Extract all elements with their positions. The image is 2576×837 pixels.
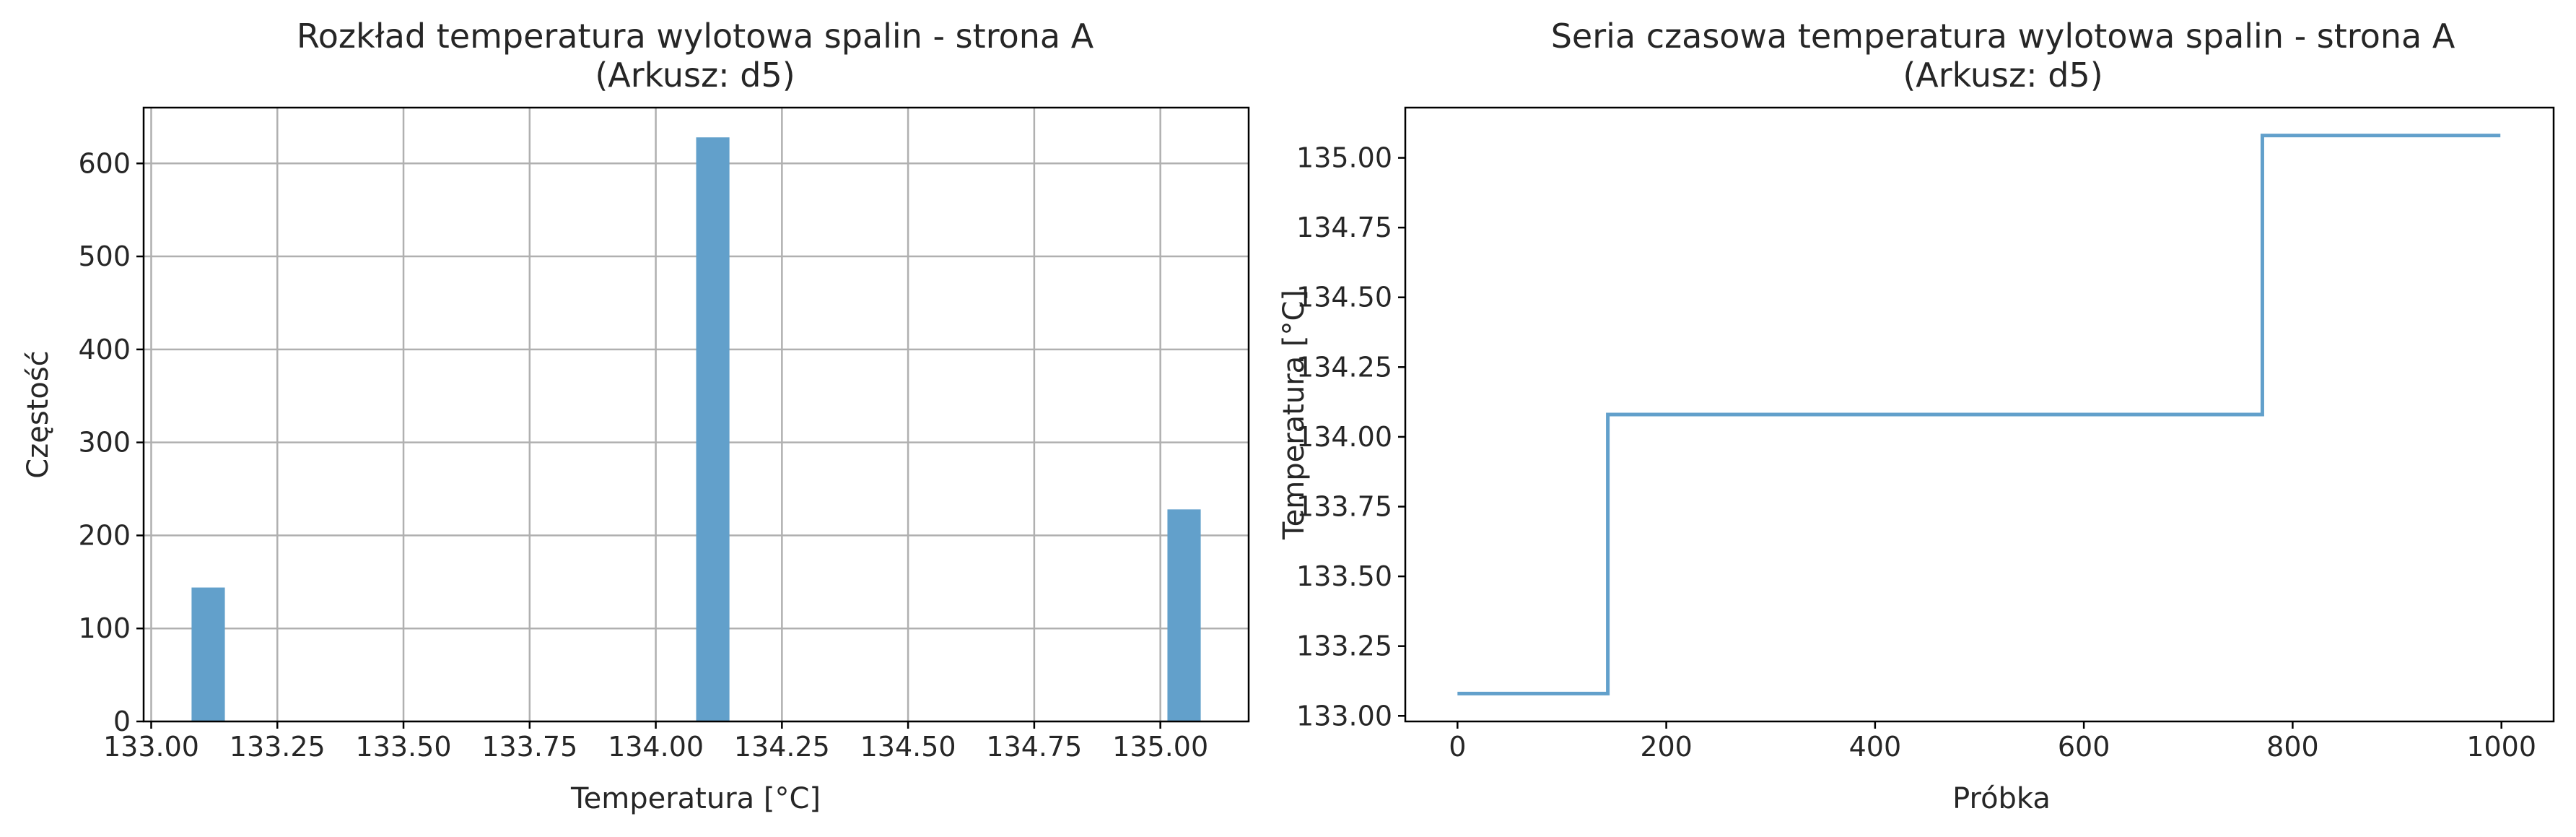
y-tick-label: 500: [78, 240, 131, 272]
timeseries-x-ticks: 0 200 400 600 800 1000: [1449, 721, 2536, 763]
x-tick-label: 1000: [2466, 731, 2536, 763]
x-tick-label: 133.25: [230, 731, 326, 763]
timeseries-title-line2: (Arkusz: d5): [1903, 56, 2103, 95]
y-tick-label: 134.50: [1296, 282, 1392, 313]
histogram-plot-frame: [142, 106, 1250, 723]
y-tick-label: 133.75: [1296, 491, 1392, 523]
y-tick-label: 133.50: [1296, 560, 1392, 592]
x-tick-label: 133.00: [103, 731, 199, 763]
x-tick-label: 134.25: [734, 731, 830, 763]
timeseries-title-line1: Seria czasowa temperatura wylotowa spali…: [1551, 17, 2455, 56]
histogram-y-axis-label: Częstość: [22, 350, 55, 478]
x-tick-label: 133.50: [356, 731, 452, 763]
x-tick-label: 133.75: [481, 731, 577, 763]
y-tick-label: 133.00: [1296, 700, 1392, 732]
y-tick-label: 134.00: [1296, 421, 1392, 453]
histogram-x-axis-label: Temperatura [°C]: [570, 782, 821, 815]
histogram-y-ticks: 0 100 200 300 400 500 600: [78, 147, 144, 737]
histogram-x-ticks: 133.00 133.25 133.50 133.75 134.00 134.25 134.…: [103, 721, 1208, 763]
histogram-bar: [696, 137, 730, 721]
x-tick-label: 200: [1640, 731, 1693, 763]
y-tick-label: 134.75: [1296, 212, 1392, 243]
x-tick-label: 400: [1849, 731, 1902, 763]
timeseries-y-axis-label: Temperatura [°C]: [1278, 290, 1311, 540]
y-tick-label: 100: [78, 612, 131, 644]
x-tick-label: 0: [1449, 731, 1466, 763]
histogram-title-line1: Rozkład temperatura wylotowa spalin - st…: [297, 17, 1094, 56]
x-tick-label: 600: [2058, 731, 2110, 763]
y-tick-label: 600: [78, 147, 131, 179]
histogram-title-line2: (Arkusz: d5): [595, 56, 795, 95]
y-tick-label: 0: [113, 706, 131, 737]
timeseries-line: [1457, 134, 2501, 695]
temperature-series-line: [1457, 134, 2501, 695]
timeseries-x-axis-label: Próbka: [1952, 782, 2051, 815]
x-tick-label: 134.75: [986, 731, 1082, 763]
timeseries-y-ticks: 133.00 133.25 133.50 133.75 134.00 134.25 134.…: [1296, 142, 1405, 732]
histogram-bar: [1167, 509, 1201, 721]
timeseries-chart: Seria czasowa temperatura wylotowa spali…: [1278, 17, 2555, 815]
x-tick-label: 135.00: [1112, 731, 1208, 763]
x-tick-label: 800: [2266, 731, 2319, 763]
histogram-bars: [191, 137, 1201, 721]
y-tick-label: 300: [78, 427, 131, 459]
x-tick-label: 134.50: [860, 731, 956, 763]
x-tick-label: 134.00: [608, 731, 704, 763]
y-tick-label: 134.25: [1296, 351, 1392, 383]
histogram-chart: Rozkład temperatura wylotowa spalin - st…: [22, 17, 1250, 815]
timeseries-plot-frame: [1404, 106, 2555, 723]
y-tick-label: 133.25: [1296, 630, 1392, 662]
y-tick-label: 135.00: [1296, 142, 1392, 174]
histogram-bar: [191, 587, 225, 721]
y-tick-label: 200: [78, 519, 131, 551]
y-tick-label: 400: [78, 334, 131, 365]
